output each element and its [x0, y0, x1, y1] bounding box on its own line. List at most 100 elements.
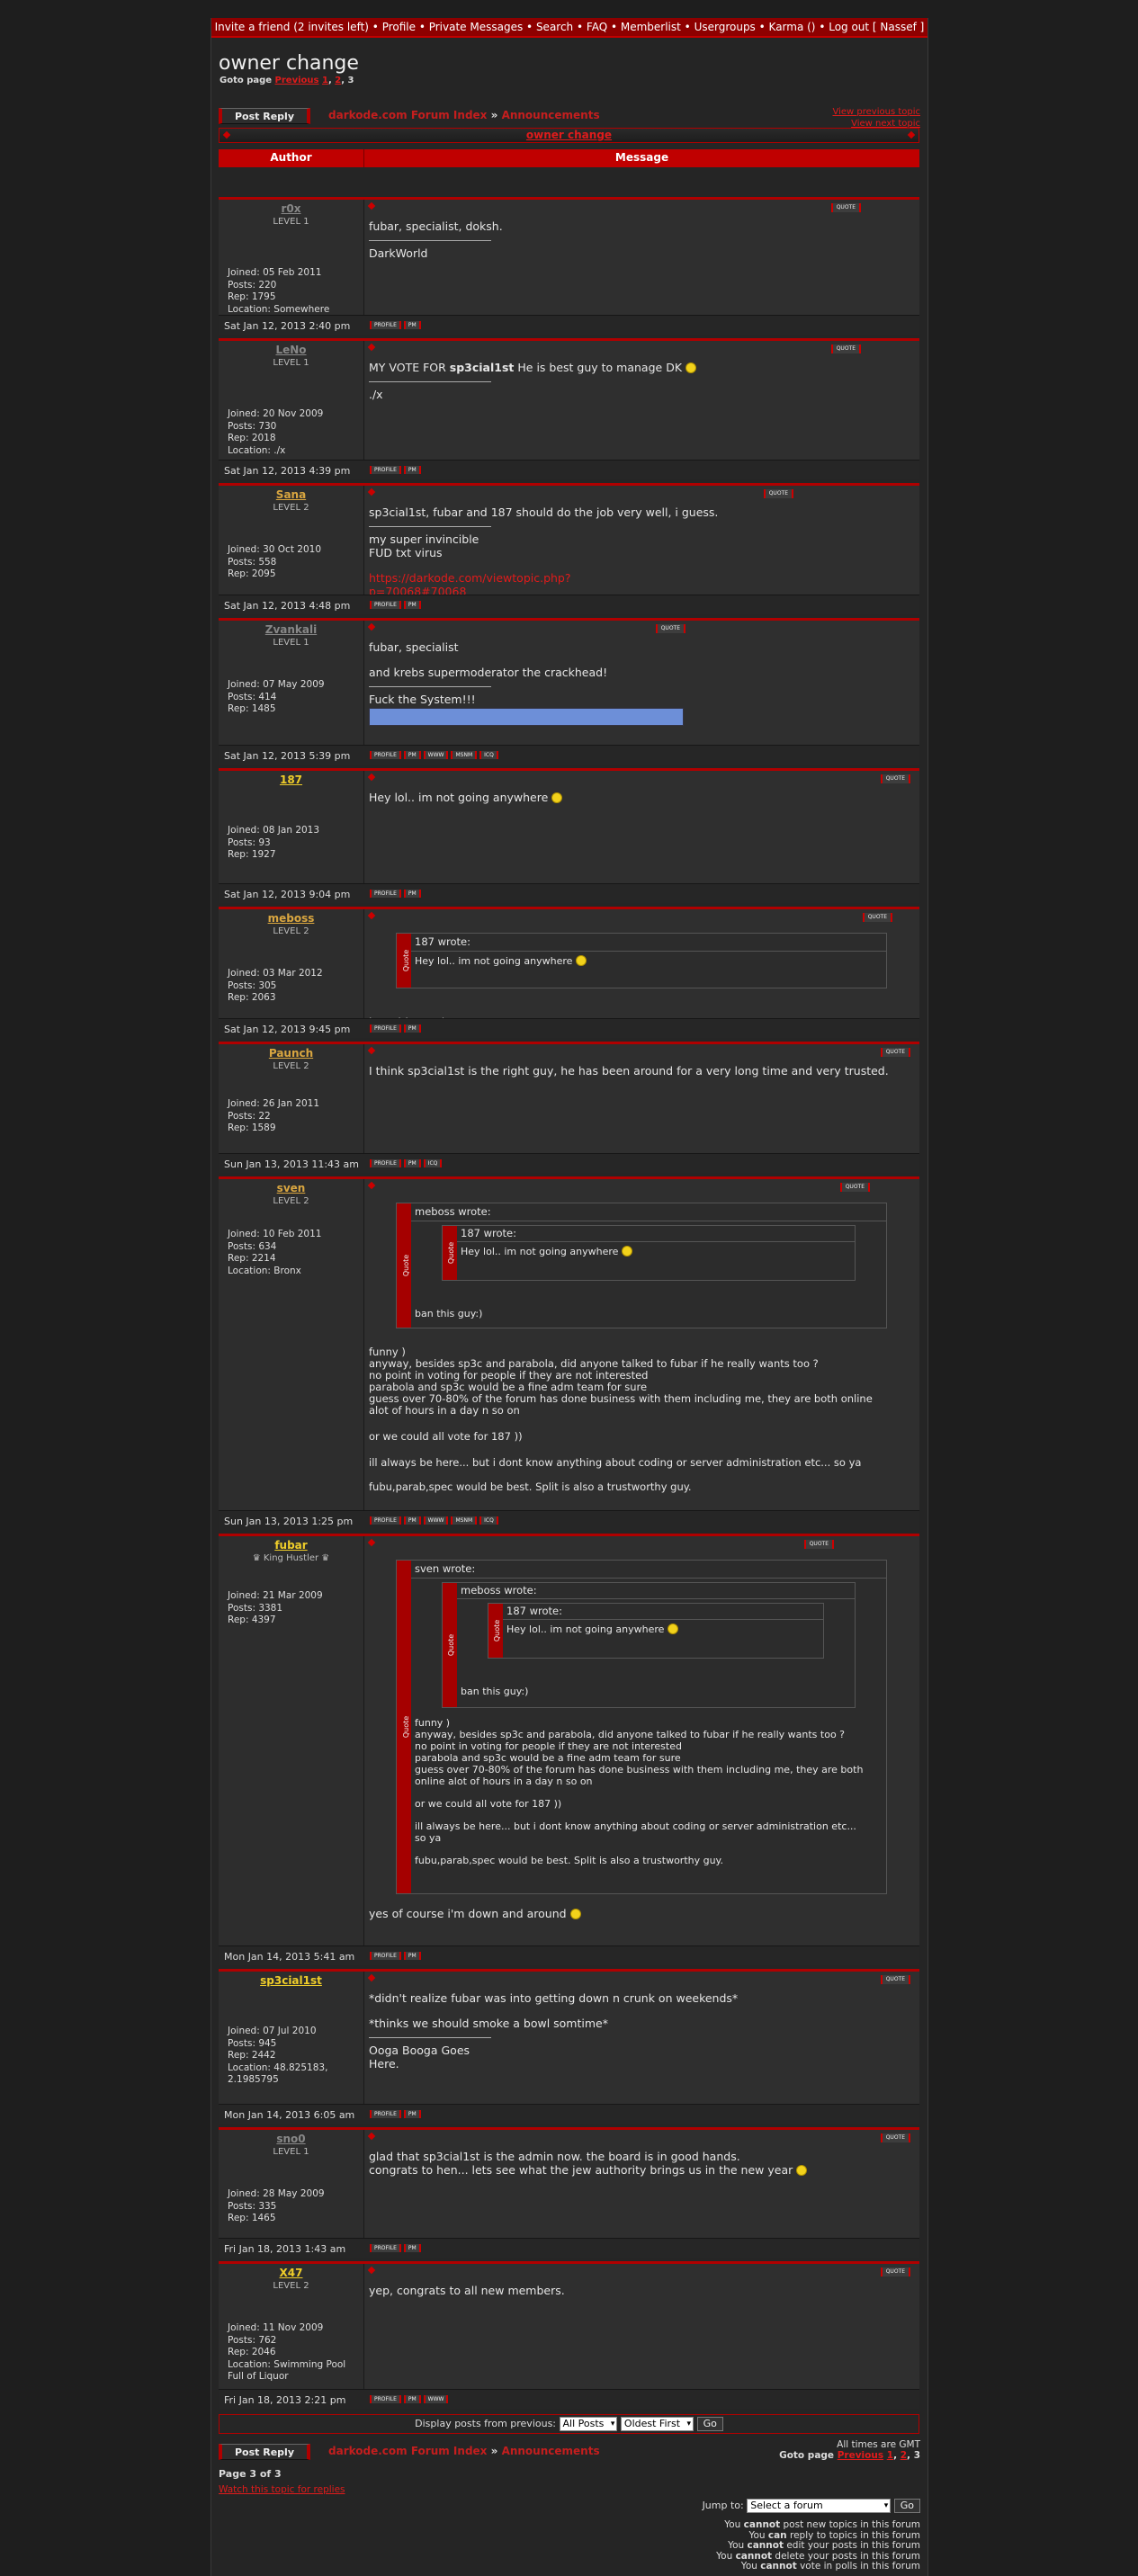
page-2-link[interactable]: 2 [335, 76, 342, 85]
username[interactable]: sno0 [276, 2133, 306, 2145]
nav-memberlist[interactable]: Memberlist [620, 21, 681, 33]
view-next-topic[interactable]: View next topic [851, 119, 920, 129]
username[interactable]: meboss [267, 912, 315, 925]
quote-button[interactable]: QUOTE [830, 344, 861, 353]
username[interactable]: Paunch [268, 1047, 314, 1060]
goto-prev-link[interactable]: Previous [837, 2450, 884, 2461]
profile-button[interactable]: PROFILE [370, 890, 401, 898]
profile-button[interactable]: PROFILE [370, 1159, 401, 1167]
username[interactable]: sp3cial1st [260, 1974, 322, 1987]
post-footer: Sat Jan 12, 2013 9:04 pm PROFILE PM [219, 883, 919, 903]
view-previous-topic[interactable]: View previous topic [832, 107, 920, 117]
nav-profile[interactable]: Profile [381, 21, 416, 33]
quote-button[interactable]: QUOTE [830, 203, 861, 212]
profile-button[interactable]: PROFILE [370, 466, 401, 474]
pm-button[interactable]: PM [403, 2395, 421, 2403]
permissions: You cannot post new topics in this forum… [716, 2519, 920, 2572]
post-reply-button[interactable]: Post Reply [219, 108, 310, 124]
nav-karma[interactable]: Karma () [768, 21, 816, 33]
msnm-button[interactable]: MSNM [451, 751, 478, 759]
pm-button[interactable]: PM [403, 1159, 421, 1167]
goto-prev-link[interactable]: Previous [274, 76, 319, 85]
profile-button[interactable]: PROFILE [370, 2244, 401, 2252]
display-select[interactable]: All Posts [559, 2417, 618, 2431]
page-2-link[interactable]: 2 [900, 2450, 908, 2461]
msnm-button[interactable]: MSNM [451, 1516, 478, 1525]
www-button[interactable]: WWW [423, 2395, 449, 2403]
quote-button[interactable]: QUOTE [763, 489, 793, 498]
quote-button[interactable]: QUOTE [880, 2267, 910, 2276]
topic-title-link[interactable]: owner change [525, 129, 613, 141]
pm-button[interactable]: PM [403, 890, 421, 898]
nav-usergroups[interactable]: Usergroups [694, 21, 756, 33]
username[interactable]: Zvankali [264, 623, 318, 636]
nav-pm[interactable]: Private Messages [428, 21, 524, 33]
quote-line: online alot of hours in a day n so on [415, 1775, 593, 1787]
pm-button[interactable]: PM [403, 1516, 421, 1525]
username[interactable]: Sana [275, 488, 307, 501]
icq-button[interactable]: ICQ [479, 1516, 498, 1525]
post-body: glad that sp3cial1st is the admin now. t… [369, 2150, 914, 2177]
crumb-forum[interactable]: Announcements [501, 2445, 600, 2457]
pm-button[interactable]: PM [403, 1952, 421, 1960]
username[interactable]: LeNo [275, 344, 307, 356]
page-1-link[interactable]: 1 [886, 2450, 894, 2461]
profile-button[interactable]: PROFILE [370, 1516, 401, 1525]
quote-button[interactable]: QUOTE [880, 1975, 910, 1984]
quote-block: Quote 187 wrote: Hey lol.. im not going an… [396, 933, 887, 988]
quote-button[interactable]: QUOTE [862, 913, 892, 922]
pm-button[interactable]: PM [403, 466, 421, 474]
profile-button[interactable]: PROFILE [370, 2110, 401, 2118]
jump-go-button[interactable]: Go [893, 2499, 920, 2513]
username[interactable]: X47 [279, 2267, 303, 2279]
crumb-index[interactable]: darkode.com Forum Index [328, 109, 488, 121]
post-reply-button-bottom[interactable]: Post Reply [219, 2444, 310, 2460]
quote-line: fubu,parab,spec would be best. Split is … [415, 1855, 723, 1866]
username[interactable]: r0x [281, 202, 301, 215]
nav-search[interactable]: Search [535, 21, 574, 33]
profile-button[interactable]: PROFILE [370, 751, 401, 759]
pm-button[interactable]: PM [403, 321, 421, 329]
quote-button[interactable]: QUOTE [880, 774, 910, 783]
profile-button[interactable]: PROFILE [370, 601, 401, 609]
pm-button[interactable]: PM [403, 1024, 421, 1033]
jump-select[interactable]: Select a forum [747, 2499, 892, 2513]
quote-button[interactable]: QUOTE [839, 1183, 870, 1192]
page-1-link[interactable]: 1 [321, 76, 328, 85]
crumb-index[interactable]: darkode.com Forum Index [328, 2445, 488, 2457]
pm-button[interactable]: PM [403, 2110, 421, 2118]
nav-faq[interactable]: FAQ [586, 21, 608, 33]
topic-nav: View previous topic View next topic [832, 106, 920, 130]
icq-button[interactable]: ICQ [479, 751, 498, 759]
stat-line: Joined: 20 Nov 2009 [228, 408, 324, 419]
profile-button[interactable]: PROFILE [370, 1952, 401, 1960]
profile-button[interactable]: PROFILE [370, 1024, 401, 1033]
pm-button[interactable]: PM [403, 751, 421, 759]
icq-button[interactable]: ICQ [423, 1159, 443, 1167]
crumb-forum[interactable]: Announcements [501, 109, 600, 121]
message-column: QUOTE yep, congrats to all new members. [365, 2264, 919, 2389]
author-column: 187 Joined: 08 Jan 2013 Posts: 93 Rep: 1927 [219, 771, 364, 883]
www-button[interactable]: WWW [423, 751, 449, 759]
quote-button[interactable]: QUOTE [880, 2133, 910, 2142]
username[interactable]: fubar [274, 1539, 308, 1552]
pm-button[interactable]: PM [403, 2244, 421, 2252]
order-select[interactable]: Oldest First [620, 2417, 694, 2431]
smile-icon [551, 792, 563, 803]
nav-logout[interactable]: Log out [ Nassef ] [829, 21, 925, 33]
body-text: yep, congrats to all new members. [369, 2284, 565, 2297]
profile-button[interactable]: PROFILE [370, 2395, 401, 2403]
stat-line: Rep: 2095 [228, 568, 276, 579]
username[interactable]: 187 [279, 774, 303, 786]
display-go-button[interactable]: Go [696, 2417, 723, 2431]
quote-button[interactable]: QUOTE [655, 624, 685, 633]
username[interactable]: sven [276, 1182, 306, 1194]
watch-topic-link[interactable]: Watch this topic for replies [219, 2484, 345, 2495]
nav-invite[interactable]: Invite a friend (2 invites left) [214, 21, 369, 33]
pm-button[interactable]: PM [403, 601, 421, 609]
quote-button[interactable]: QUOTE [880, 1048, 910, 1057]
quote-button[interactable]: QUOTE [803, 1540, 834, 1549]
post-marker-icon [367, 487, 376, 496]
www-button[interactable]: WWW [423, 1516, 449, 1525]
profile-button[interactable]: PROFILE [370, 321, 401, 329]
